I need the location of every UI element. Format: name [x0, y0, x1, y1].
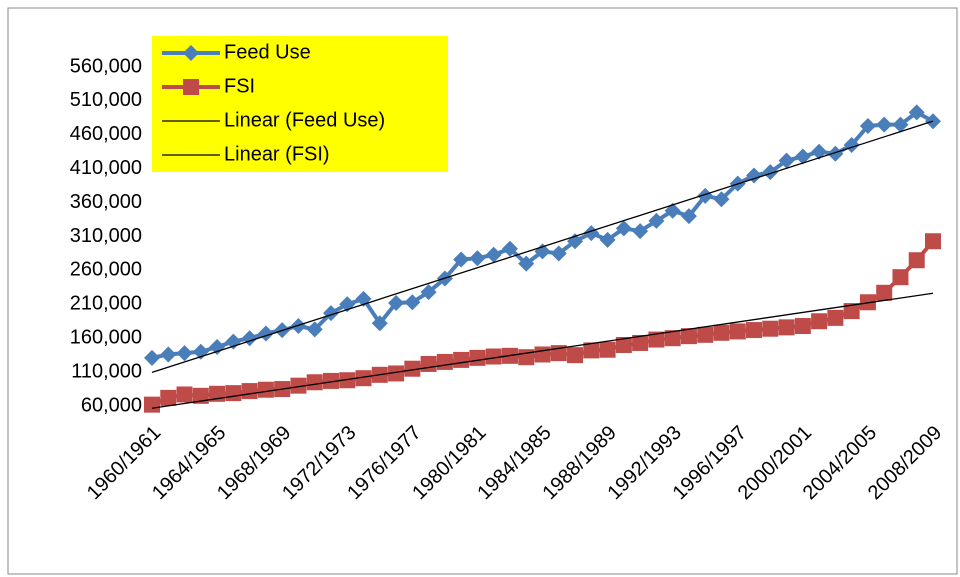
square-marker — [925, 233, 941, 250]
y-tick-label: 310,000 — [70, 225, 142, 247]
diamond-marker — [176, 345, 193, 362]
square-marker — [892, 269, 909, 286]
square-marker — [225, 385, 242, 402]
diamond-marker — [209, 339, 226, 356]
trendline — [151, 292, 934, 409]
square-marker — [729, 323, 746, 340]
trendline — [151, 120, 934, 374]
square-marker — [241, 383, 258, 400]
square-marker — [453, 351, 470, 368]
diamond-marker — [404, 294, 421, 311]
diamond-marker — [648, 212, 665, 229]
diamond-marker — [485, 246, 502, 263]
diamond-marker — [778, 152, 795, 169]
square-marker — [420, 355, 437, 372]
y-tick-label: 560,000 — [70, 55, 142, 77]
diamond-marker — [827, 145, 844, 162]
diamond-marker — [371, 315, 388, 332]
square-marker — [160, 389, 177, 406]
square-marker — [176, 386, 193, 403]
square-marker — [306, 374, 323, 391]
diamond-marker — [713, 191, 730, 208]
legend-label: Feed Use — [224, 41, 311, 63]
square-marker — [485, 348, 502, 365]
diamond-marker — [876, 116, 893, 133]
diamond-marker — [615, 220, 632, 237]
square-marker — [567, 347, 584, 364]
y-tick-label: 110,000 — [71, 360, 142, 382]
legend-box — [152, 36, 448, 172]
square-marker — [778, 319, 795, 336]
y-tick-label: 360,000 — [70, 191, 142, 213]
square-marker — [648, 331, 665, 348]
square-marker — [680, 328, 697, 345]
diamond-marker — [794, 148, 811, 165]
square-marker — [664, 330, 681, 347]
legend-label: Linear (Feed Use) — [224, 109, 385, 131]
diamond-marker — [811, 143, 828, 160]
square-marker — [876, 284, 893, 301]
y-tick-label: 60,000 — [81, 394, 142, 416]
legend-marker — [183, 79, 199, 95]
square-marker — [144, 396, 160, 413]
square-marker — [843, 303, 860, 320]
legend-label: FSI — [224, 75, 255, 97]
diamond-marker — [697, 187, 714, 204]
y-tick-label: 510,000 — [70, 89, 142, 111]
diamond-marker — [680, 208, 697, 225]
y-tick-label: 210,000 — [70, 293, 142, 315]
square-marker — [746, 322, 763, 339]
square-marker — [388, 365, 405, 382]
square-marker — [599, 341, 616, 358]
square-marker — [339, 372, 356, 389]
diamond-marker — [518, 255, 535, 272]
diamond-marker — [469, 250, 486, 267]
square-marker — [404, 360, 421, 377]
diamond-marker — [160, 346, 177, 363]
square-marker — [713, 324, 730, 341]
diamond-marker — [859, 117, 876, 134]
y-tick-label: 410,000 — [70, 157, 142, 179]
square-marker — [762, 320, 779, 337]
square-marker — [469, 349, 486, 366]
diamond-marker — [388, 294, 405, 311]
diamond-marker — [762, 164, 779, 181]
square-marker — [583, 342, 600, 359]
legend: Feed Use FSI Linear (Feed Use) Linear (FSI) — [152, 36, 448, 172]
square-marker — [436, 353, 453, 370]
y-tick-label: 460,000 — [70, 123, 142, 145]
square-marker — [632, 334, 649, 351]
square-marker — [794, 317, 811, 334]
diamond-marker — [144, 349, 160, 366]
square-marker — [257, 381, 274, 398]
diamond-marker — [306, 321, 323, 338]
diamond-marker — [290, 317, 307, 334]
square-marker — [811, 313, 828, 330]
diamond-marker — [892, 116, 909, 133]
square-marker — [355, 370, 372, 387]
square-marker — [322, 372, 339, 389]
square-marker — [615, 336, 632, 353]
square-marker — [908, 252, 925, 269]
diamond-marker — [453, 251, 470, 268]
square-marker — [697, 326, 714, 343]
square-marker — [534, 346, 551, 363]
diamond-marker — [908, 104, 925, 121]
y-tick-label: 160,000 — [70, 326, 142, 348]
diamond-marker — [501, 240, 518, 257]
diamond-marker — [550, 245, 567, 262]
diamond-marker — [420, 284, 437, 301]
legend-marker — [183, 45, 199, 61]
diamond-marker — [599, 231, 616, 248]
square-marker — [518, 349, 535, 366]
diamond-marker — [632, 223, 649, 240]
y-tick-label: 260,000 — [70, 259, 142, 281]
square-marker — [827, 309, 844, 326]
square-marker — [290, 377, 307, 394]
legend-label: Linear (FSI) — [224, 143, 330, 165]
diamond-marker — [322, 305, 339, 322]
